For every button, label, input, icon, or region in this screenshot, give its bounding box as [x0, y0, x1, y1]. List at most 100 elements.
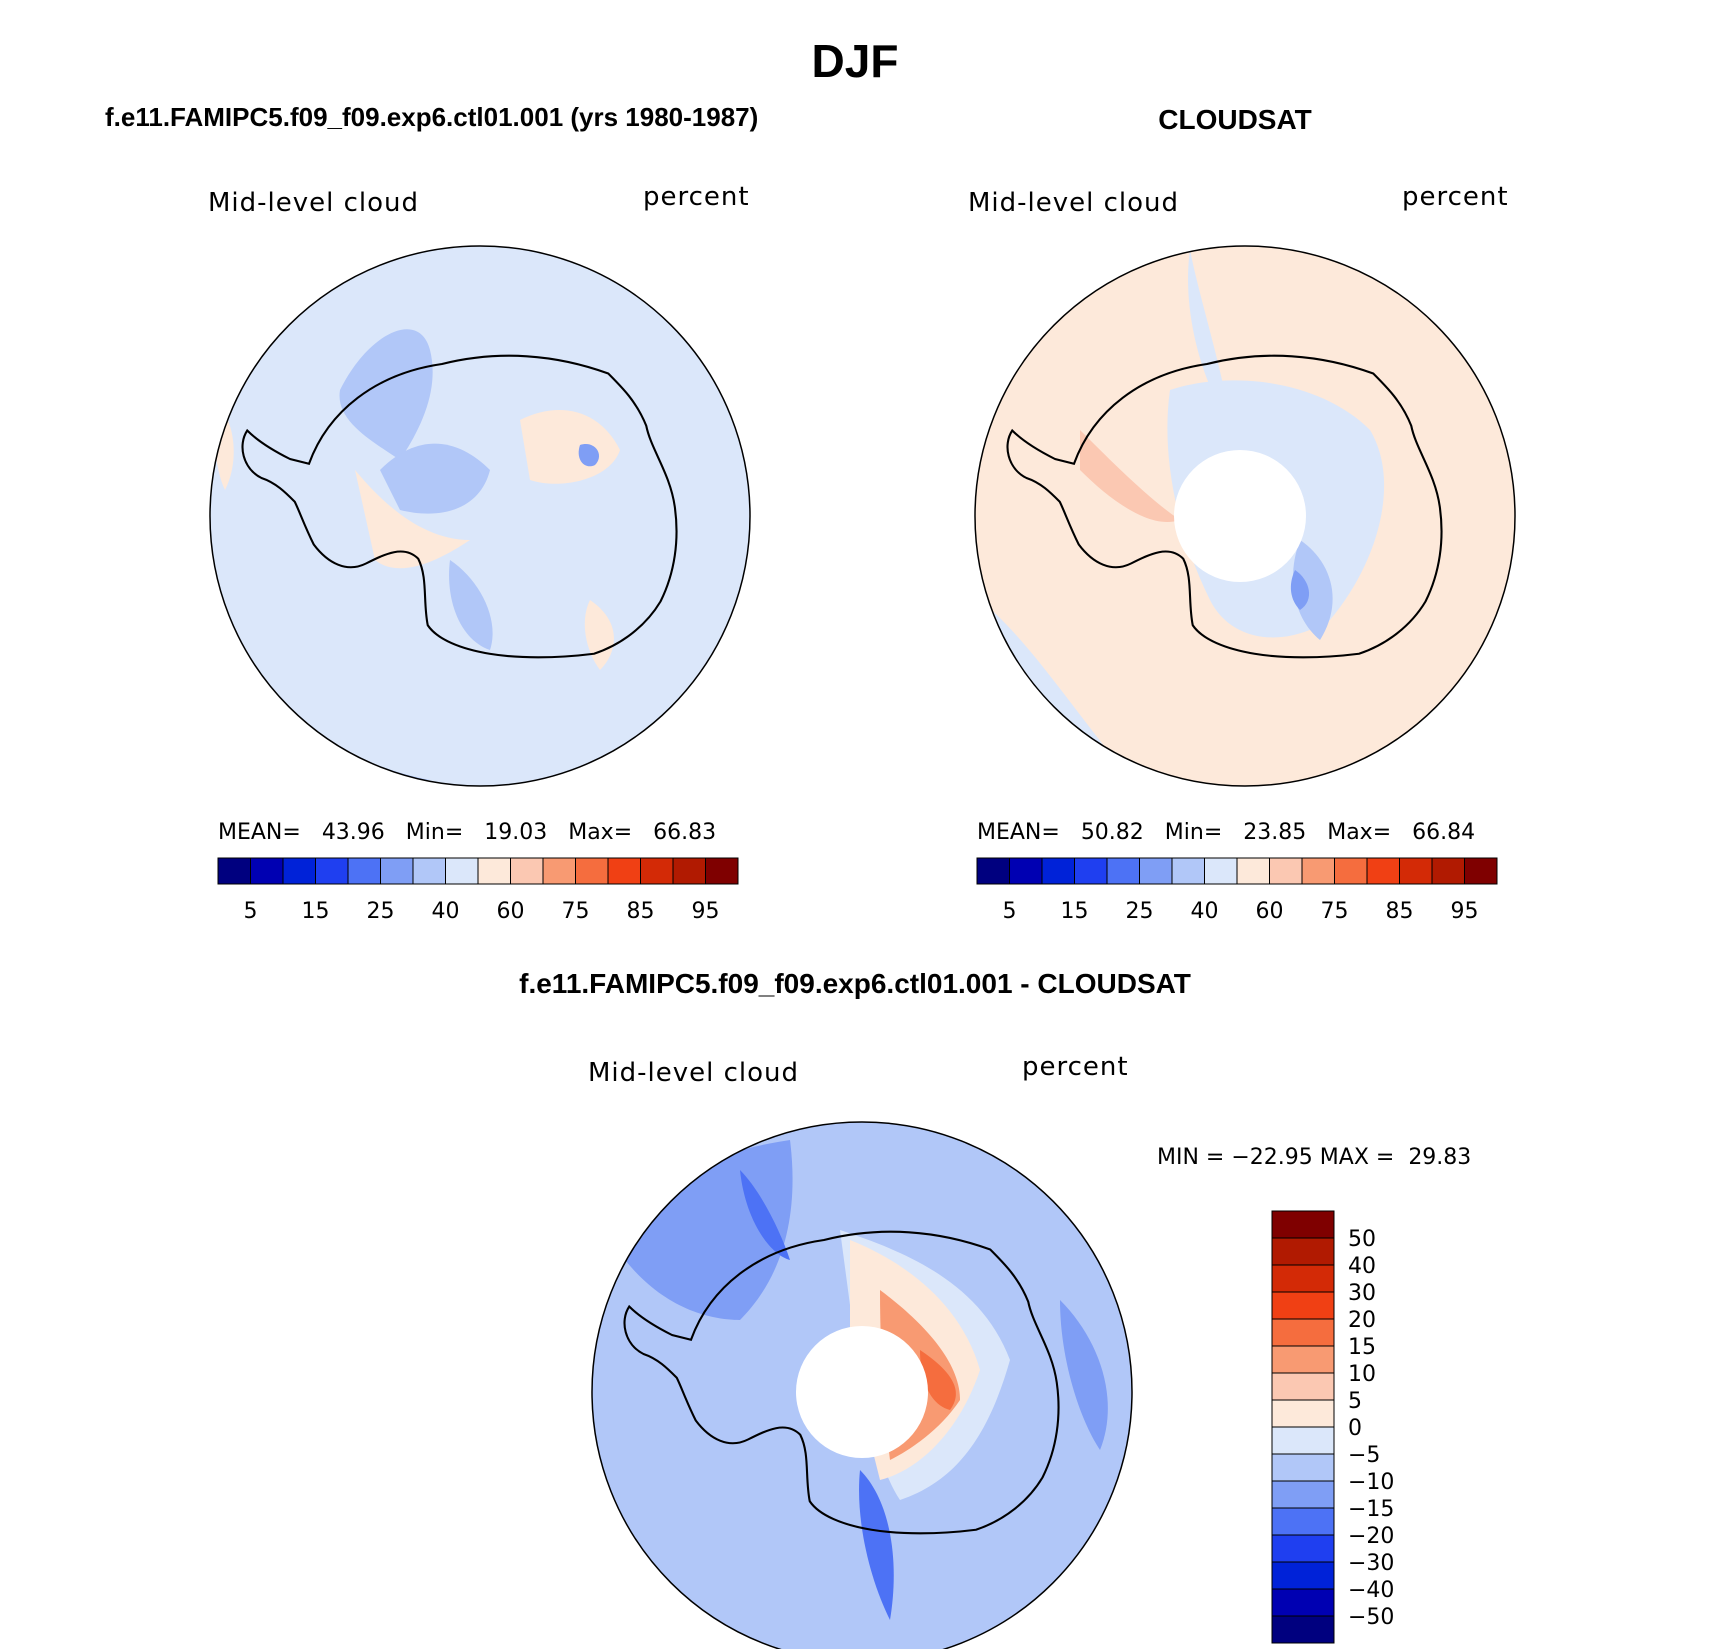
panel-3-min-value: −22.95	[1231, 1145, 1313, 1170]
panel-2-colorbar-swatch	[1334, 857, 1368, 885]
panel-1-colorbar-swatch	[672, 857, 706, 885]
panel-3-colorbar-swatch	[1271, 1453, 1335, 1482]
panel-1-min-value: 19.03	[484, 820, 548, 845]
panel-2-colorbar-swatch	[1139, 857, 1173, 885]
panel-2-colorbar-swatch	[1269, 857, 1303, 885]
panel-1-patch-lower-blue	[449, 560, 493, 650]
panel-2-patch-east-blue	[1292, 540, 1333, 640]
panel-3-colorbar-tick-label: 50	[1348, 1227, 1376, 1252]
page-title: DJF	[811, 35, 899, 87]
panel-2-map	[974, 245, 1516, 787]
panel-1-colorbar-tick-label: 40	[432, 899, 460, 924]
panel-1-max-label: Max=	[568, 820, 633, 845]
panel-3-colorbar-swatch	[1271, 1237, 1335, 1266]
panel-2-stats: MEAN= 50.82 Min= 23.85 Max= 66.84	[977, 820, 1475, 845]
panel-1-colorbar-swatch	[250, 857, 284, 885]
panel-2-mean-label: MEAN=	[977, 820, 1060, 845]
panel-1-patch-plateau-blue	[380, 443, 490, 514]
panel-2-colorbar-swatch	[1009, 857, 1043, 885]
panel-2-patch-blue-ray	[1188, 250, 1230, 420]
panel-3-colorbar-tick-label: 5	[1348, 1389, 1362, 1414]
panel-3-colorbar-swatch	[1271, 1588, 1335, 1617]
panel-2-colorbar-tick-label: 75	[1321, 899, 1349, 924]
panel-2-colorbar-tick-label: 40	[1191, 899, 1219, 924]
panel-3-max-label: MAX =	[1319, 1145, 1395, 1170]
panel-1-colorbar-swatch	[380, 857, 414, 885]
panel-2-colorbar-tick-label: 15	[1061, 899, 1089, 924]
panel-2-colorbar-swatch	[1074, 857, 1108, 885]
panel-2-colorbar-swatch	[1366, 857, 1400, 885]
panel-3-max-value: 29.83	[1408, 1145, 1472, 1170]
panel-2-mean-value: 50.82	[1080, 820, 1144, 845]
diff-panel-title: f.e11.FAMIPC5.f09_f09.exp6.ctl01.001 - C…	[519, 968, 1191, 999]
panel-2-colorbar-tick-label: 25	[1126, 899, 1154, 924]
panel-1-title: f.e11.FAMIPC5.f09_f09.exp6.ctl01.001 (yr…	[105, 102, 759, 132]
panel-1-colorbar-tick-label: 25	[367, 899, 395, 924]
panel-2-colorbar-swatch	[1041, 857, 1075, 885]
panel-1-colorbar-swatch	[282, 857, 316, 885]
panel-3-colorbar-tick-label: 20	[1348, 1308, 1376, 1333]
panel-2-title: CLOUDSAT	[1158, 104, 1312, 135]
panel-3-colorbar-swatch	[1271, 1372, 1335, 1401]
panel-2-colorbar-swatch	[1106, 857, 1140, 885]
panel-3-patch-south-blue	[859, 1470, 894, 1620]
panel-3-colorbar-tick-label: −40	[1348, 1578, 1394, 1603]
panel-3-colorbar-tick-label: 0	[1348, 1416, 1362, 1441]
panel-3-field-label: Mid-level cloud	[588, 1058, 800, 1088]
panel-2-colorbar-swatch	[976, 857, 1010, 885]
panel-1-colorbar-swatch	[640, 857, 674, 885]
panel-3-colorbar-swatch	[1271, 1534, 1335, 1563]
panel-1-field-label: Mid-level cloud	[208, 188, 420, 218]
panel-1-colorbar-tick-label: 15	[302, 899, 330, 924]
panel-2-colorbar: 5 15 25 40 60 75 85 95	[976, 857, 1498, 924]
panel-1-colorbar-swatch	[510, 857, 544, 885]
panel-3-colorbar-swatch	[1271, 1615, 1335, 1644]
panel-3-map-border	[591, 1121, 1133, 1649]
panel-1-colorbar-tick-label: 85	[627, 899, 655, 924]
panel-1-colorbar-swatch	[607, 857, 641, 885]
panel-3-colorbar-swatch	[1271, 1318, 1335, 1347]
panel-3-stats: MIN = −22.95 MAX = 29.83	[1157, 1145, 1471, 1170]
panel-3-colorbar-tick-label: −50	[1348, 1605, 1394, 1630]
panel-2-max-value: 66.84	[1412, 820, 1476, 845]
panel-1-colorbar-swatch	[217, 857, 251, 885]
panel-1-max-value: 66.83	[653, 820, 717, 845]
panel-2-min-label: Min=	[1164, 820, 1223, 845]
panel-1-colorbar-swatch	[575, 857, 609, 885]
panel-3-patch-deep-blue	[740, 1170, 790, 1260]
panel-3-colorbar-tick-label: 30	[1348, 1281, 1376, 1306]
panel-1-patch-east-orange	[520, 410, 620, 484]
panel-3-min-label: MIN =	[1157, 1145, 1225, 1170]
panel-1-min-label: Min=	[405, 820, 464, 845]
panel-2-units-label: percent	[1402, 182, 1509, 212]
panel-3-colorbar-swatch	[1271, 1210, 1335, 1239]
panel-1-patch-east-coast-orange	[584, 600, 614, 670]
panel-1-map-background	[210, 246, 750, 786]
panel-1-colorbar-swatch	[445, 857, 479, 885]
panel-2-colorbar-tick-label: 95	[1451, 899, 1479, 924]
panel-2-max-label: Max=	[1327, 820, 1392, 845]
panel-1-mean-value: 43.96	[321, 820, 385, 845]
panel-1-colorbar-swatch	[705, 857, 739, 885]
panel-2-colorbar-swatch	[1301, 857, 1335, 885]
panel-2-missing-pole	[1174, 450, 1306, 582]
panel-2-patch-peninsula-orange	[1080, 430, 1180, 522]
panel-3-colorbar-swatch	[1271, 1426, 1335, 1455]
panel-3-colorbar-tick-label: −30	[1348, 1551, 1394, 1576]
panel-1-colorbar-swatch	[477, 857, 511, 885]
panel-3-colorbar-swatch	[1271, 1480, 1335, 1509]
panel-3-colorbar-tick-label: 10	[1348, 1362, 1376, 1387]
panel-1-colorbar-tick-label: 5	[244, 899, 258, 924]
panel-2-colorbar-swatch	[1204, 857, 1238, 885]
panel-2-colorbar-swatch	[1399, 857, 1433, 885]
panel-3-colorbar-swatch	[1271, 1399, 1335, 1428]
panel-1-colorbar-swatch	[412, 857, 446, 885]
panel-2-colorbar-swatch	[1236, 857, 1270, 885]
panel-1-colorbar-tick-label: 95	[692, 899, 720, 924]
panel-3-map	[591, 1121, 1133, 1649]
panel-2-colorbar-swatch	[1464, 857, 1498, 885]
panel-3-colorbar-tick-label: −15	[1348, 1497, 1394, 1522]
panel-3-colorbar-tick-label: −5	[1348, 1443, 1380, 1468]
panel-2-colorbar-tick-label: 85	[1386, 899, 1414, 924]
panel-1-colorbar-tick-label: 60	[497, 899, 525, 924]
